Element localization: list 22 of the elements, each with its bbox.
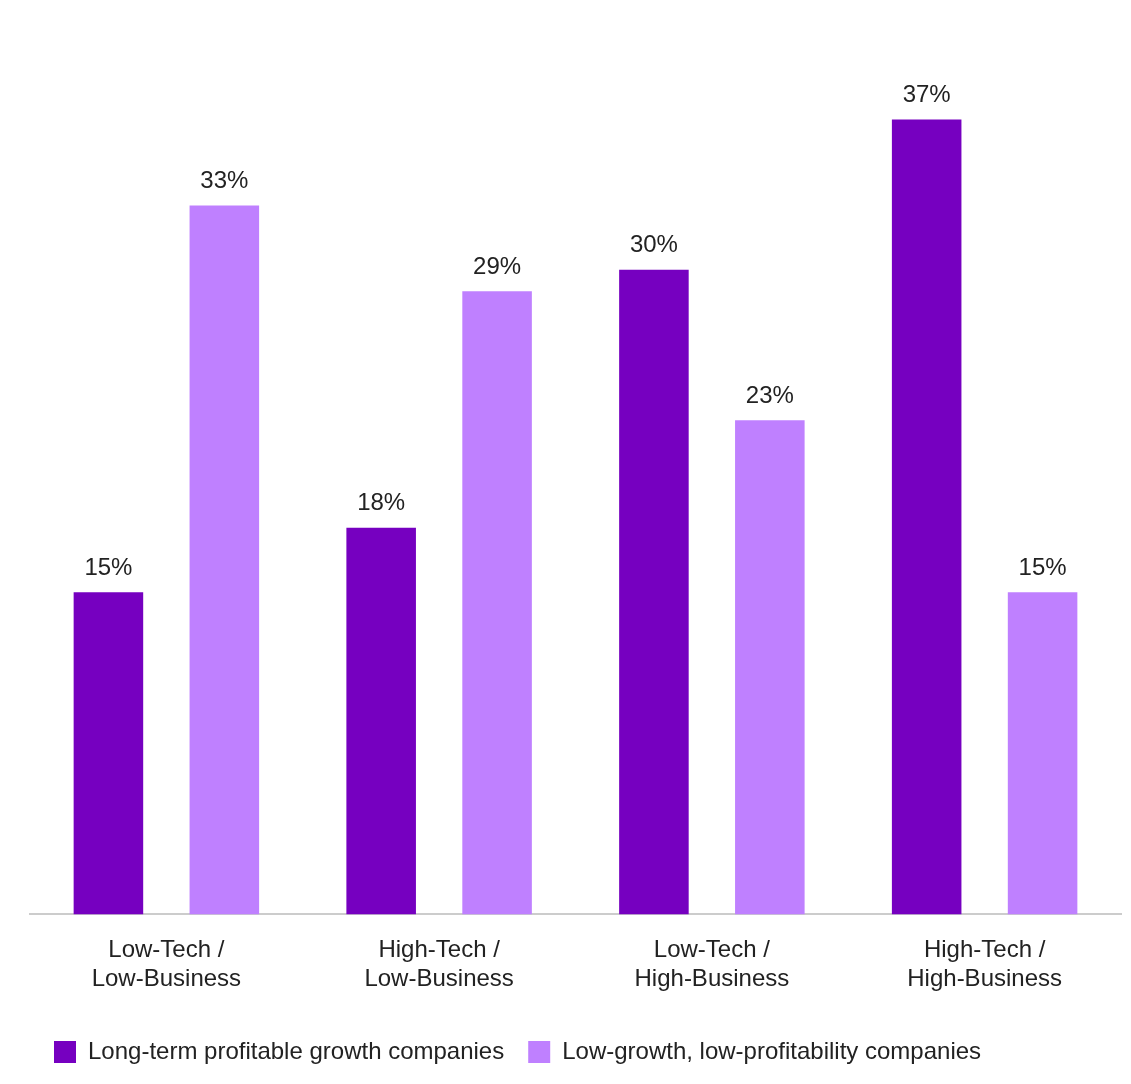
legend-label: Long-term profitable growth companies [88,1036,505,1064]
bar [619,269,689,915]
data-label: 29% [473,251,522,279]
data-label: 18% [357,488,406,516]
data-label: 15% [1018,552,1067,580]
data-label: 33% [200,166,249,194]
data-label: 30% [629,230,678,258]
bar [73,592,144,915]
bar [346,527,416,915]
x-tick-label: High-Tech / Low-Business [364,935,514,992]
bar [1007,592,1078,915]
bar [891,119,962,915]
data-label: 23% [745,380,794,408]
bar [735,420,805,915]
x-tick-label: High-Tech / High-Business [907,935,1062,992]
data-label: 15% [84,552,133,580]
bar [462,291,532,915]
data-label: 37% [902,80,951,108]
x-tick-label: Low-Tech / Low-Business [91,935,242,992]
x-tick-label: Low-Tech / High-Business [634,935,790,992]
legend-label: Low-growth, low-profitability companies [562,1036,982,1064]
bar [189,205,260,915]
